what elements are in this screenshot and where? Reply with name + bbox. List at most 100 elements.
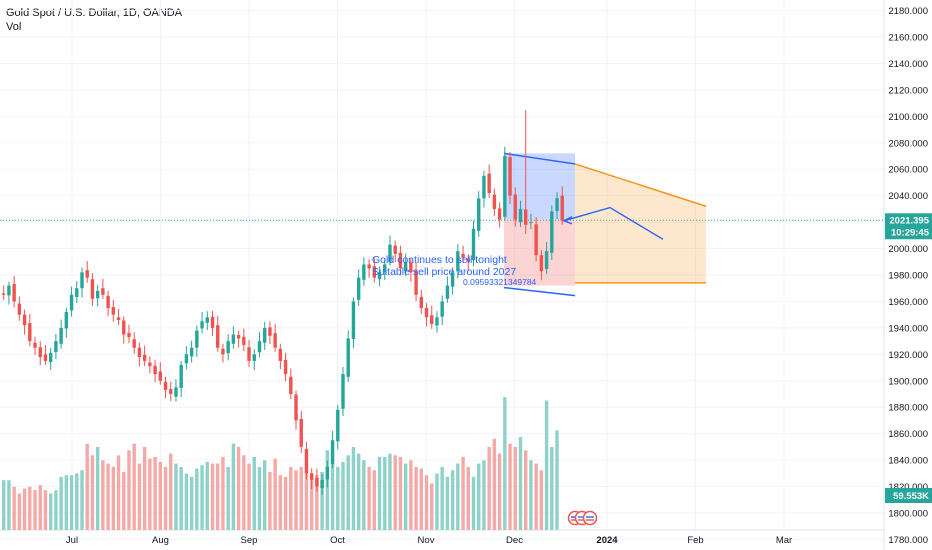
- volume-bar: [111, 466, 116, 530]
- candle-up: [320, 479, 324, 489]
- volume-bar: [22, 488, 27, 530]
- projection-drawing: [503, 152, 707, 297]
- candle-down: [142, 354, 147, 361]
- candle-up: [257, 341, 262, 353]
- candle-up: [362, 264, 366, 280]
- y-tick-label: 1880.000: [888, 403, 928, 414]
- candle-up: [383, 264, 387, 272]
- volume-badge: [885, 488, 932, 503]
- volume-bar: [440, 466, 444, 530]
- candle-down: [28, 323, 32, 342]
- candle-up: [184, 354, 189, 364]
- candle-down: [289, 376, 293, 394]
- volume-bar: [236, 447, 241, 530]
- y-tick-label: 2160.000: [888, 33, 928, 44]
- candle-up: [231, 334, 236, 344]
- volume-bar: [95, 447, 100, 530]
- candle-down: [534, 224, 538, 256]
- candle-down: [461, 253, 465, 258]
- candle-up: [482, 175, 486, 199]
- volume-bar: [195, 468, 199, 530]
- y-tick-label: 2060.000: [888, 165, 928, 176]
- volume-bar: [330, 460, 335, 530]
- volume-bar: [555, 430, 559, 530]
- candle-up: [518, 208, 523, 223]
- candle-down: [22, 314, 27, 326]
- volume-bar: [414, 466, 418, 530]
- candle-up: [330, 440, 335, 465]
- y-tick-label: 1860.000: [888, 429, 928, 440]
- volume-bar: [377, 456, 382, 530]
- volume-bar: [231, 443, 236, 530]
- volume-bar: [372, 470, 377, 530]
- candle-up: [263, 327, 267, 343]
- x-tick-label: 2024: [596, 535, 618, 546]
- volume-bar: [398, 456, 403, 530]
- volume-bar: [273, 458, 277, 530]
- candle-up: [477, 198, 481, 231]
- candle-up: [75, 288, 79, 297]
- volume-bar: [482, 460, 486, 530]
- volume-bar: [263, 460, 267, 530]
- volume-bar: [424, 475, 429, 530]
- candle-down: [393, 245, 397, 254]
- candle-down: [43, 354, 48, 361]
- volume-bar: [153, 456, 157, 530]
- symbol-title[interactable]: Gold Spot / U.S. Dollar, 1D, OANDA: [6, 7, 183, 19]
- candle-down: [210, 316, 215, 328]
- candle-up: [544, 251, 549, 269]
- candle-down: [430, 315, 434, 324]
- candle-up: [456, 251, 460, 272]
- y-tick-label: 1840.000: [888, 456, 928, 467]
- candle-down: [367, 264, 371, 269]
- candle-down: [33, 342, 37, 348]
- volume-bar: [503, 397, 507, 530]
- economic-event-icon[interactable]: [582, 510, 598, 526]
- candle-up: [550, 211, 554, 253]
- volume-bar: [184, 473, 189, 530]
- candle-down: [492, 194, 497, 209]
- candle-down: [513, 194, 517, 220]
- volume-bar: [2, 480, 6, 530]
- candle-down: [283, 359, 288, 375]
- x-tick-label: Oct: [330, 535, 345, 546]
- volume-value: 59.553K: [893, 491, 929, 502]
- volume-bar: [106, 463, 110, 530]
- y-tick-label: 1960.000: [888, 297, 928, 308]
- y-tick-label: 1820.000: [888, 482, 928, 493]
- candle-down: [221, 348, 225, 355]
- candle-up: [440, 301, 444, 317]
- chart-legend: Gold Spot / U.S. Dollar, 1D, OANDA Vol: [6, 6, 182, 34]
- volume-bar: [356, 453, 361, 530]
- candle-down: [466, 258, 470, 262]
- volume-bar: [419, 468, 423, 530]
- candle-up: [555, 198, 559, 212]
- candle-down: [236, 335, 241, 339]
- candle-down: [299, 418, 303, 447]
- candle-up: [346, 338, 350, 377]
- candle-up: [325, 466, 330, 480]
- volume-bar: [529, 460, 533, 530]
- candle-down: [424, 308, 429, 318]
- candlesticks: [2, 110, 564, 496]
- volume-bar: [242, 455, 246, 530]
- candle-up: [377, 272, 382, 280]
- volume-indicator-label[interactable]: Vol: [6, 21, 22, 33]
- volume-bar: [205, 461, 209, 530]
- candle-down: [315, 477, 319, 487]
- current-price-value: 2021.395: [889, 215, 929, 226]
- volume-bar: [550, 447, 554, 530]
- bar-countdown: 10:29:45: [891, 227, 930, 238]
- candle-down: [487, 173, 491, 194]
- candle-down: [101, 288, 105, 295]
- volume-bar: [341, 461, 345, 530]
- candle-up: [471, 228, 476, 261]
- candle-up: [351, 301, 356, 339]
- volume-bar: [539, 470, 544, 530]
- candle-down: [247, 347, 251, 361]
- candle-up: [252, 354, 256, 361]
- candle-down: [2, 293, 6, 295]
- volume-bar: [122, 471, 126, 530]
- volume-bar: [320, 471, 324, 530]
